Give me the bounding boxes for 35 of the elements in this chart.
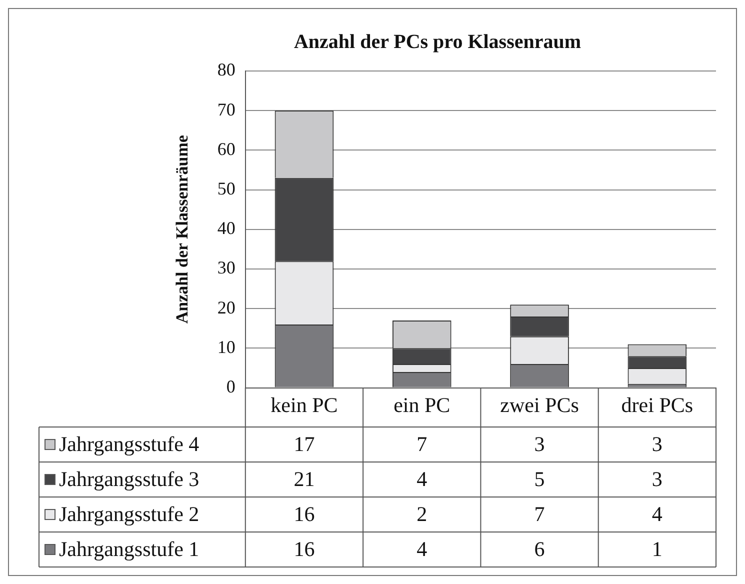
x-tick-label: ein PC (394, 392, 450, 417)
legend-label: Jahrgangsstufe 1 (59, 537, 200, 562)
data-label: 3 (652, 432, 662, 456)
data-label: 6 (534, 537, 545, 562)
y-tick-label: 80 (217, 60, 236, 80)
data-label: 3 (652, 467, 662, 492)
data-label: 1 (652, 537, 662, 562)
data-label: 3 (534, 432, 545, 456)
y-tick-label: 20 (217, 297, 236, 318)
x-tick-label: drei PCs (621, 392, 694, 417)
data-label: 4 (652, 502, 663, 526)
legend-label: Jahrgangsstufe 2 (59, 502, 200, 526)
chart-title: Anzahl der PCs pro Klassenraum (294, 31, 582, 54)
y-tick-label: 30 (217, 258, 236, 278)
y-tick-label: 40 (217, 218, 236, 238)
data-label: 2 (416, 502, 428, 526)
legend-label: Jahrgangsstufe 3 (59, 467, 200, 492)
data-label: 17 (294, 432, 315, 456)
y-tick-label: 60 (217, 138, 236, 159)
y-tick-label: 50 (217, 178, 236, 199)
x-tick-label: zwei PCs (500, 392, 579, 417)
data-label: 4 (416, 537, 428, 562)
data-label: 21 (294, 467, 315, 492)
y-axis-title: Anzahl der Klassenräume (172, 134, 192, 324)
legend-label: Jahrgangsstufe 4 (59, 432, 200, 456)
data-label: 7 (416, 432, 428, 456)
data-label: 7 (534, 502, 545, 526)
data-label: 16 (294, 502, 315, 526)
data-label: 16 (294, 537, 315, 562)
x-tick-label: kein PC (270, 392, 338, 417)
data-label: 4 (416, 467, 428, 492)
y-tick-label: 10 (217, 336, 236, 357)
data-label: 5 (534, 467, 545, 492)
y-tick-label: 70 (217, 99, 236, 120)
y-tick-label: 0 (226, 376, 236, 397)
